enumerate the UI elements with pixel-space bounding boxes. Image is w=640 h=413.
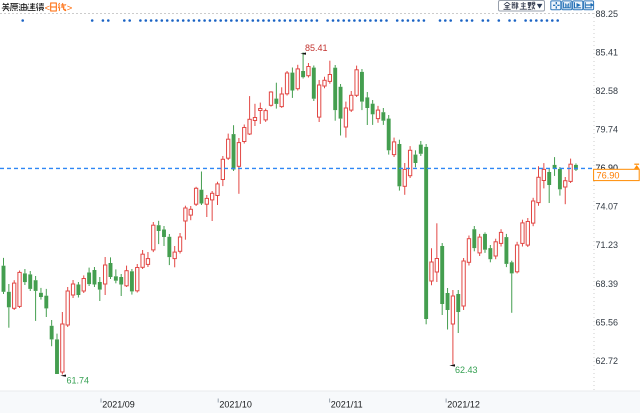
svg-text:76.90: 76.90 — [596, 163, 619, 173]
svg-text:2021/09: 2021/09 — [102, 400, 135, 410]
svg-text:2021/11: 2021/11 — [331, 400, 363, 410]
svg-text:85.41: 85.41 — [305, 43, 328, 53]
svg-text:76.90: 76.90 — [596, 163, 619, 173]
svg-text:79.74: 79.74 — [596, 125, 619, 135]
svg-text:74.07: 74.07 — [596, 202, 619, 212]
svg-text:76.90: 76.90 — [597, 171, 620, 181]
svg-text:62.72: 62.72 — [596, 356, 619, 366]
svg-text:61.74: 61.74 — [67, 375, 90, 385]
svg-text:88.25: 88.25 — [596, 9, 619, 19]
svg-text:82.58: 82.58 — [596, 86, 619, 96]
svg-text:71.23: 71.23 — [596, 240, 619, 250]
svg-text:62.43: 62.43 — [455, 365, 478, 375]
svg-text:>: > — [67, 3, 73, 14]
svg-text:M: M — [565, 4, 570, 10]
svg-text:<: < — [45, 3, 51, 14]
svg-text:68.39: 68.39 — [596, 279, 619, 289]
svg-text:85.41: 85.41 — [596, 48, 619, 58]
svg-text:2021/10: 2021/10 — [219, 400, 252, 410]
svg-text:2021/12: 2021/12 — [447, 400, 480, 410]
svg-text:65.56: 65.56 — [596, 317, 619, 327]
